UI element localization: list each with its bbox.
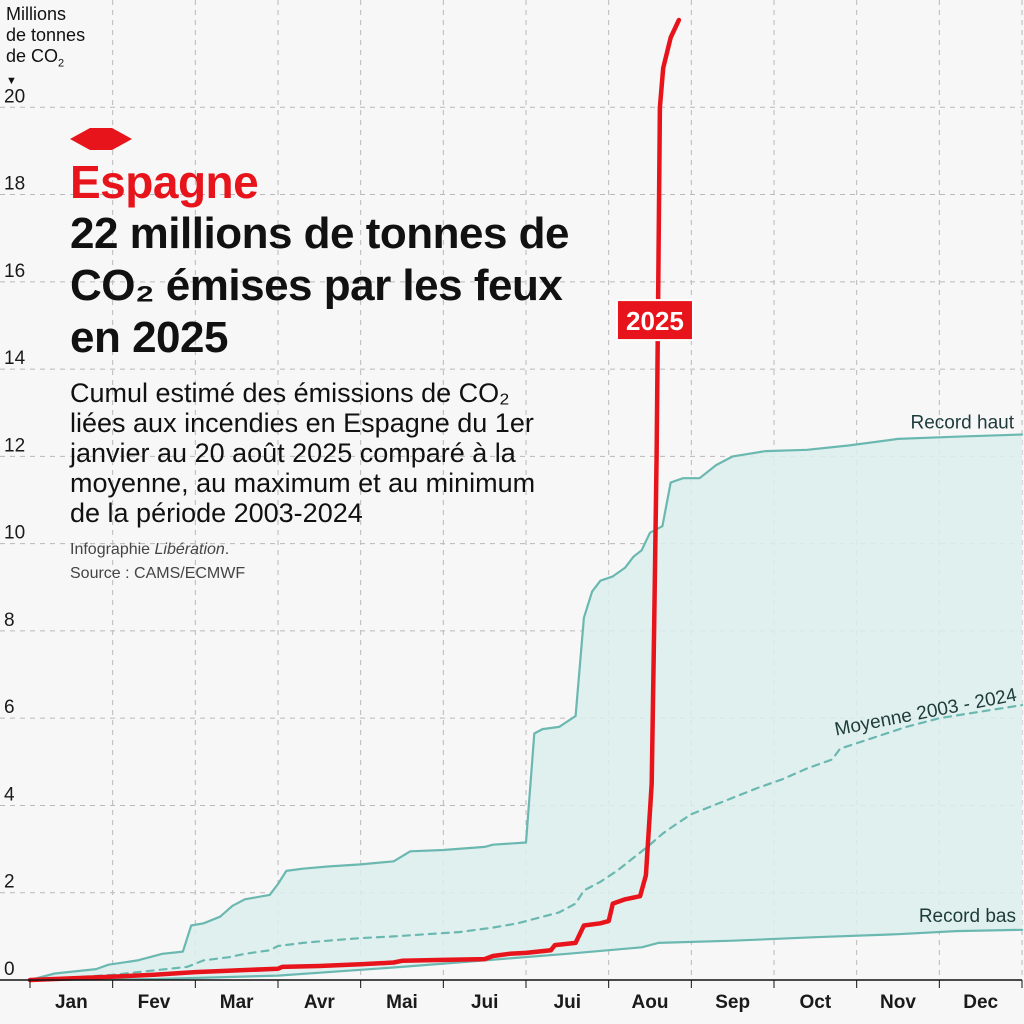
- y-tick-label: 18: [4, 174, 25, 195]
- x-tick-label: Avr: [304, 992, 336, 1013]
- x-tick-label: Nov: [880, 992, 916, 1013]
- credit-publication: Libération: [154, 541, 225, 558]
- x-tick-label: Mai: [386, 992, 418, 1013]
- y-tick-label: 20: [4, 86, 25, 107]
- average-line: [28, 704, 1024, 982]
- country-name: Espagne: [70, 156, 259, 208]
- subtitle: Cumul estimé des émissions de CO₂ liées …: [70, 378, 536, 528]
- unit-sub: 2: [58, 57, 65, 70]
- x-tick-labels: Jan Fev Mar Avr Mai Jui Jui Aou Sep Oct Nov Dec: [55, 992, 999, 1013]
- x-tick-label: Fev: [138, 992, 171, 1013]
- unit-arrow-icon: ▼: [6, 74, 17, 87]
- x-tick-label: Jui: [554, 992, 581, 1013]
- unit-co: de CO: [6, 46, 59, 66]
- record-low-label: Record bas: [919, 906, 1016, 927]
- y-tick-label: 0: [4, 959, 15, 980]
- x-tick-label: Aou: [632, 992, 669, 1013]
- source: Source : CAMS/ECMWF: [70, 565, 246, 582]
- record-high-line: [28, 433, 1024, 982]
- x-tick-label: Sep: [715, 992, 750, 1013]
- x-tick-label: Jan: [55, 992, 88, 1013]
- y-axis-unit-label: Millions de tonnes de CO2 ▼: [6, 4, 85, 87]
- y-tick-label: 8: [4, 610, 15, 631]
- credit-suffix: .: [224, 541, 230, 558]
- x-tick-label: Dec: [963, 992, 998, 1013]
- unit-line-1: Millions: [6, 4, 67, 24]
- x-tick-label: Oct: [799, 992, 831, 1013]
- unit-line-3: de CO2: [6, 46, 85, 75]
- title-block: Espagne 22 millions de tonnes de CO₂ émi…: [70, 128, 590, 586]
- series-2025-badge-label: 2025: [626, 306, 684, 336]
- y-tick-label: 2: [4, 872, 15, 893]
- y-tick-label: 14: [4, 348, 26, 369]
- y-tick-label: 10: [4, 523, 25, 544]
- credit: Infographie Libération. Source : CAMS/EC…: [70, 538, 590, 586]
- record-range-band: [30, 434, 1022, 980]
- y-tick-label: 6: [4, 697, 15, 718]
- line-2025: [27, 17, 682, 983]
- series-2025-badge: 2025: [615, 299, 694, 342]
- y-tick-label: 16: [4, 261, 25, 282]
- credit-prefix: Infographie: [70, 541, 155, 558]
- series-2025-badge-box: [615, 299, 694, 342]
- x-tick-marks: [29, 980, 1023, 988]
- y-tick-label: 4: [4, 784, 15, 805]
- headline: 22 millions de tonnes de CO₂ émises par …: [70, 209, 570, 362]
- unit-line-2: de tonnes: [6, 25, 86, 45]
- record-high-label: Record haut: [910, 413, 1014, 434]
- x-tick-label: Jui: [471, 992, 498, 1013]
- x-tick-label: Mar: [220, 992, 254, 1013]
- y-tick-labels: 0 2 4 6 8 10 12 14 16 18 20: [4, 86, 26, 980]
- record-low-line: [28, 928, 1024, 982]
- diamond-icon: [70, 128, 132, 150]
- y-tick-label: 12: [4, 435, 25, 456]
